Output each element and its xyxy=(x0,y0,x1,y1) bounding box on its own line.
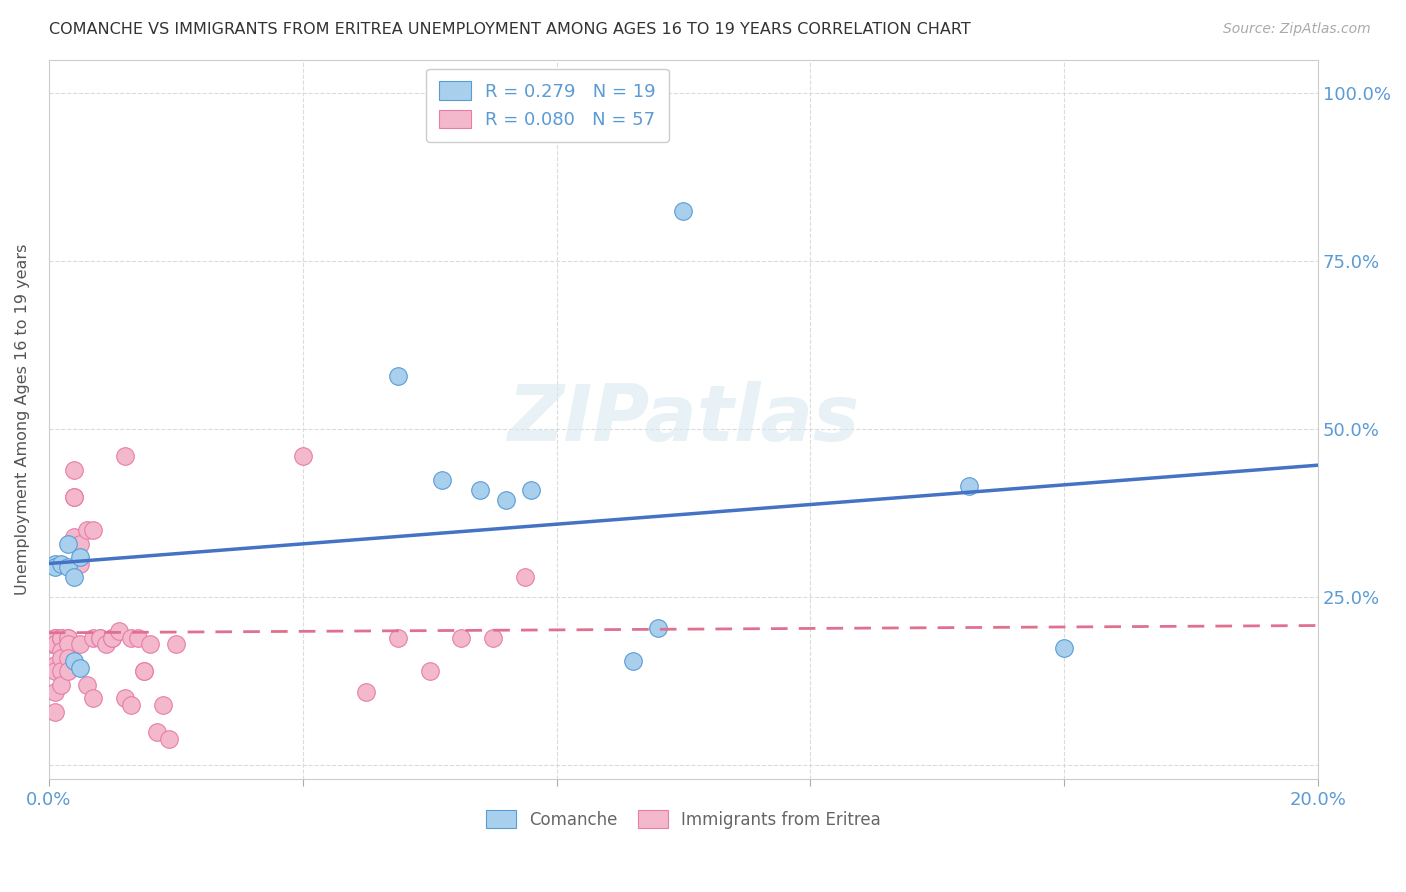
Point xyxy=(101,631,124,645)
Text: COMANCHE VS IMMIGRANTS FROM ERITREA UNEMPLOYMENT AMONG AGES 16 TO 19 YEARS CORRE: COMANCHE VS IMMIGRANTS FROM ERITREA UNEM… xyxy=(49,22,972,37)
Point xyxy=(127,631,149,645)
Point xyxy=(145,724,167,739)
Point xyxy=(89,631,111,645)
Point xyxy=(63,490,86,504)
Point xyxy=(1053,640,1076,655)
Point xyxy=(101,631,124,645)
Point xyxy=(82,523,104,537)
Point xyxy=(56,536,79,550)
Legend: Comanche, Immigrants from Eritrea: Comanche, Immigrants from Eritrea xyxy=(479,804,887,835)
Point xyxy=(51,631,73,645)
Point xyxy=(63,530,86,544)
Point xyxy=(51,651,73,665)
Point xyxy=(51,631,73,645)
Point xyxy=(69,550,91,565)
Point xyxy=(63,490,86,504)
Point xyxy=(672,203,695,218)
Point xyxy=(114,691,136,706)
Point xyxy=(354,684,377,698)
Point xyxy=(621,654,644,668)
Point xyxy=(41,637,63,651)
Point xyxy=(56,631,79,645)
Point xyxy=(89,631,111,645)
Text: ZIPatlas: ZIPatlas xyxy=(508,381,859,458)
Point xyxy=(94,637,117,651)
Point xyxy=(114,449,136,463)
Point xyxy=(647,621,669,635)
Point xyxy=(120,698,142,712)
Point xyxy=(107,624,129,638)
Point xyxy=(165,637,187,651)
Point xyxy=(56,651,79,665)
Point xyxy=(82,691,104,706)
Point xyxy=(432,473,454,487)
Point xyxy=(44,631,66,645)
Point xyxy=(120,631,142,645)
Point xyxy=(76,523,98,537)
Point xyxy=(51,665,73,679)
Point xyxy=(69,536,91,550)
Point xyxy=(51,678,73,692)
Point xyxy=(63,463,86,477)
Point xyxy=(44,637,66,651)
Point xyxy=(291,449,314,463)
Point xyxy=(44,557,66,571)
Point xyxy=(470,483,492,497)
Point xyxy=(69,557,91,571)
Point xyxy=(520,483,543,497)
Point xyxy=(450,631,472,645)
Point xyxy=(387,631,409,645)
Point xyxy=(44,657,66,672)
Point xyxy=(69,637,91,651)
Point xyxy=(56,665,79,679)
Point xyxy=(152,698,174,712)
Point xyxy=(63,654,86,668)
Y-axis label: Unemployment Among Ages 16 to 19 years: Unemployment Among Ages 16 to 19 years xyxy=(15,244,30,595)
Point xyxy=(419,665,441,679)
Point xyxy=(957,479,980,493)
Point xyxy=(44,560,66,574)
Point xyxy=(63,570,86,584)
Point xyxy=(139,637,162,651)
Point xyxy=(44,705,66,719)
Point xyxy=(513,570,536,584)
Point xyxy=(482,631,505,645)
Point xyxy=(44,631,66,645)
Point xyxy=(51,631,73,645)
Point xyxy=(132,665,155,679)
Point xyxy=(495,492,517,507)
Point xyxy=(69,661,91,675)
Point xyxy=(157,731,180,746)
Point xyxy=(56,637,79,651)
Point xyxy=(44,684,66,698)
Point xyxy=(56,560,79,574)
Text: Source: ZipAtlas.com: Source: ZipAtlas.com xyxy=(1223,22,1371,37)
Point xyxy=(76,678,98,692)
Point xyxy=(387,368,409,383)
Point xyxy=(82,631,104,645)
Point xyxy=(56,631,79,645)
Point xyxy=(51,644,73,658)
Point xyxy=(132,665,155,679)
Point xyxy=(44,665,66,679)
Point xyxy=(51,557,73,571)
